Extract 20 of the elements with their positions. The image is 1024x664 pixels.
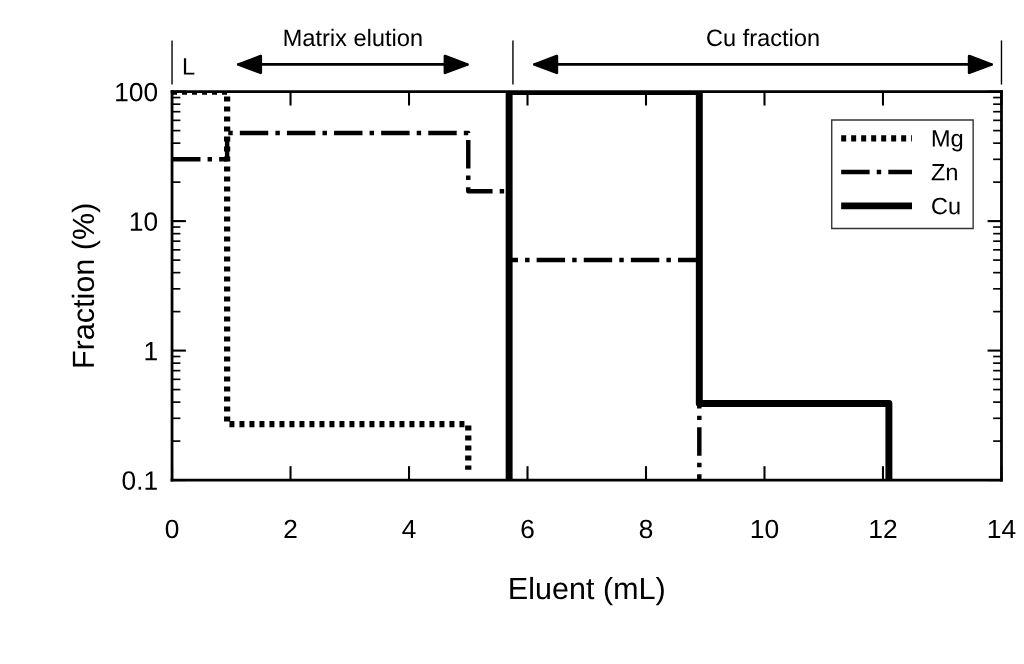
legend-label: Zn xyxy=(931,164,957,181)
legend-label: Cu xyxy=(932,197,960,215)
text: Matrix elution xyxy=(284,28,422,47)
x-tick-label: 0 xyxy=(165,519,179,539)
y-tick-label: 1 xyxy=(145,342,157,361)
x-tick-label: 12 xyxy=(870,519,897,539)
x-tick-label: 10 xyxy=(751,519,779,539)
text: Cu fraction xyxy=(707,28,819,47)
legend-label: Mg xyxy=(932,130,963,152)
text: L xyxy=(183,58,195,75)
y-tick-label: 100 xyxy=(116,82,158,102)
y-tick-label: 0.1 xyxy=(122,471,157,490)
y-tick-label: 10 xyxy=(130,212,158,231)
x-axis-title: Eluent (mL) xyxy=(510,576,664,606)
x-tick-label: 2 xyxy=(284,519,297,539)
x-tick-label: 4 xyxy=(402,519,416,539)
y-axis-title: Fraction (%) xyxy=(71,204,101,367)
x-tick-label: 14 xyxy=(988,519,1016,539)
x-tick-label: 6 xyxy=(521,519,534,539)
x-tick-label: 8 xyxy=(639,519,653,539)
